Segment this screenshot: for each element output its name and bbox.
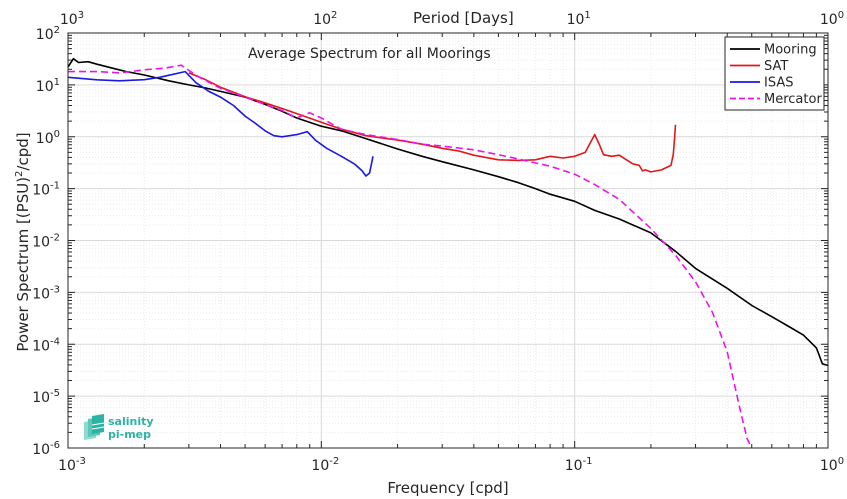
series-line-isas (67, 70, 374, 177)
series-line-sat (188, 72, 677, 173)
x-axis-title: Frequency [cpd] (387, 479, 508, 497)
x-tick-label: 10-2 (311, 456, 339, 474)
x2-tick-label: 102 (313, 10, 337, 28)
y-tick-label: 10-3 (32, 284, 60, 302)
logo-line1: salinity (108, 415, 154, 428)
y-tick-label: 10-6 (32, 440, 60, 458)
legend-label-mooring: Mooring (764, 43, 817, 58)
legend-label-isas: ISAS (764, 76, 793, 91)
legend-label-mercator: Mercator (764, 92, 822, 107)
series-line-mooring (67, 57, 829, 367)
x-tick-label: 100 (820, 456, 844, 474)
series-group (67, 57, 829, 449)
legend-label-sat: SAT (764, 59, 788, 74)
x-tick-label: 10-3 (58, 456, 86, 474)
top-axis-title: Period [Days] (413, 9, 514, 27)
y-tick-label: 101 (36, 77, 60, 95)
y-axis-title-sup: 2 (14, 171, 25, 177)
tick-labels: 10-3 10-2 10-1 100 102 101 100 10-1 10-2 10-3 10-4… (32, 10, 844, 474)
y-tick-label: 100 (36, 129, 60, 147)
y-tick-label: 10-1 (32, 181, 60, 199)
y-tick-label: 102 (36, 25, 60, 43)
salinity-pi-mep-logo: salinity pi-mep (84, 414, 154, 441)
grid (68, 33, 828, 448)
x2-tick-label: 101 (567, 10, 591, 28)
chart-title: Average Spectrum for all Moorings (248, 46, 491, 62)
y-tick-label: 10-5 (32, 388, 60, 406)
y-tick-label: 10-2 (32, 233, 60, 251)
logo-mark-icon (84, 414, 105, 440)
y-axis-title: Power Spectrum [(PSU)2/cpd] (14, 132, 32, 351)
x-tick-label: 10-1 (565, 456, 593, 474)
x2-tick-label: 103 (60, 10, 84, 28)
x2-tick-label: 100 (820, 10, 844, 28)
y-axis-title-suffix: /cpd] (14, 132, 32, 170)
y-axis-title-main: Power Spectrum [(PSU) (14, 177, 32, 352)
y-tick-label: 10-4 (32, 336, 60, 354)
axis-ticks (68, 33, 828, 448)
logo-line2: pi-mep (108, 428, 151, 441)
